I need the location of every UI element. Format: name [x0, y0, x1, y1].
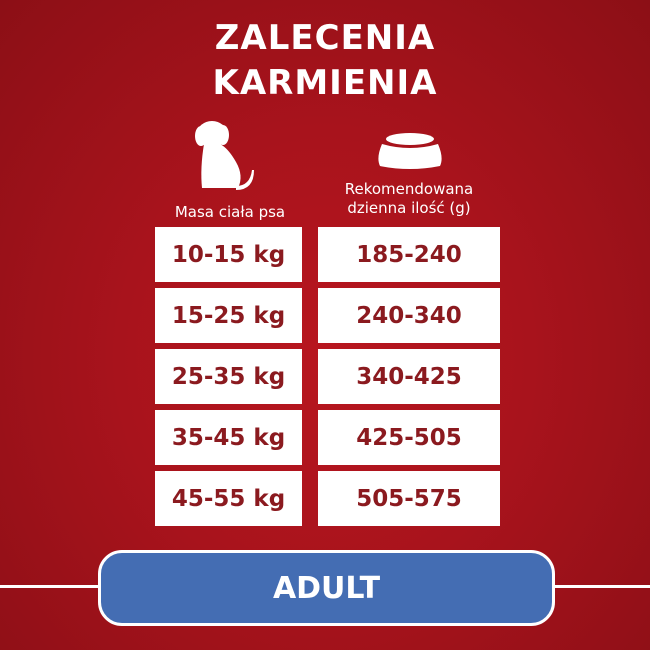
food-bowl-icon	[378, 133, 442, 169]
amount-cell: 185-240	[318, 227, 500, 282]
weight-cell: 35-45 kg	[155, 410, 302, 465]
amount-column-header-line-2: dzienna ilość (g)	[347, 199, 471, 217]
amount-cell: 425-505	[318, 410, 500, 465]
weight-column-header: Masa ciała psa	[174, 203, 286, 221]
amount-cell: 340-425	[318, 349, 500, 404]
title-line-2: KARMIENIA	[212, 63, 438, 103]
title-line-1: ZALECENIA	[214, 18, 436, 58]
weight-cell: 15-25 kg	[155, 288, 302, 343]
adult-badge: ADULT	[98, 550, 555, 626]
dog-icon	[195, 121, 254, 190]
amount-cell: 505-575	[318, 471, 500, 526]
weight-cell: 45-55 kg	[155, 471, 302, 526]
amount-column-header-line-1: Rekomendowana	[344, 180, 474, 198]
amount-cell: 240-340	[318, 288, 500, 343]
weight-cell: 10-15 kg	[155, 227, 302, 282]
weight-cell: 25-35 kg	[155, 349, 302, 404]
